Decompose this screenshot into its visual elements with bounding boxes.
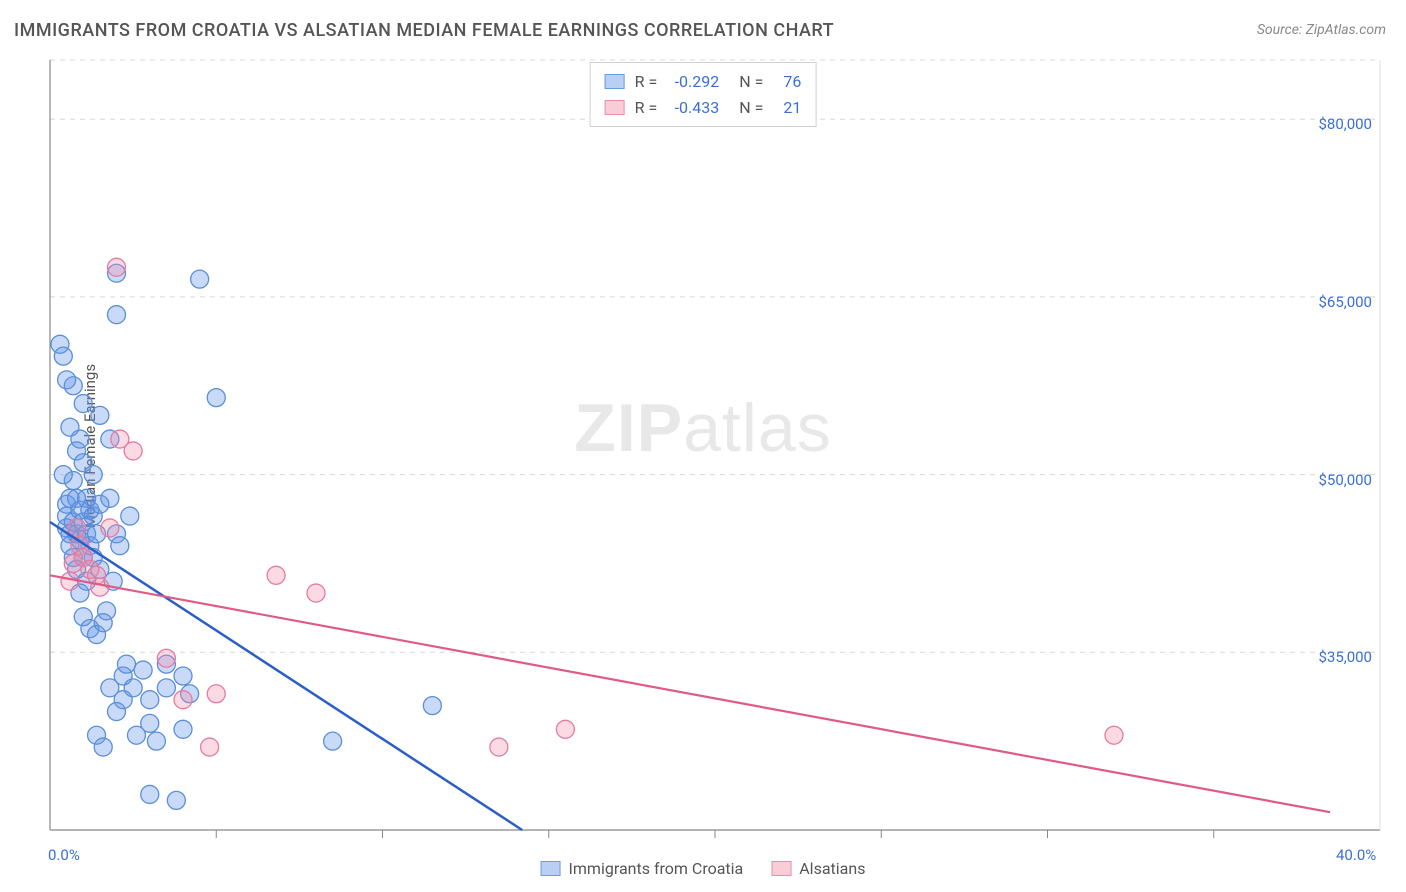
scatter-chart	[0, 0, 1406, 892]
y-tick-label: $35,000	[1318, 648, 1372, 666]
legend-swatch	[605, 100, 625, 115]
x-tick-label: 0.0%	[48, 846, 80, 864]
stat-n-label: N =	[739, 95, 763, 121]
stat-r-label: R =	[635, 69, 658, 95]
legend-swatch	[771, 861, 791, 876]
stat-n-value: 21	[773, 95, 801, 121]
stat-r-value: -0.292	[667, 69, 719, 95]
legend-swatch	[605, 74, 625, 89]
stat-r-value: -0.433	[667, 95, 719, 121]
stat-n-label: N =	[739, 69, 763, 95]
stat-r-label: R =	[635, 95, 658, 121]
legend-stats-box: R = -0.292 N = 76 R = -0.433 N = 21	[590, 62, 817, 127]
x-tick-label: 40.0%	[1336, 846, 1376, 864]
y-tick-label: $50,000	[1318, 471, 1372, 489]
legend-item: Immigrants from Croatia	[541, 859, 744, 878]
legend-swatch	[541, 861, 561, 876]
legend-series: Immigrants from Croatia Alsatians	[541, 859, 866, 878]
legend-stat-row: R = -0.292 N = 76	[605, 69, 802, 95]
y-tick-label: $80,000	[1318, 115, 1372, 133]
legend-label: Alsatians	[799, 859, 865, 878]
legend-stat-row: R = -0.433 N = 21	[605, 95, 802, 121]
y-tick-label: $65,000	[1318, 293, 1372, 311]
stat-n-value: 76	[773, 69, 801, 95]
legend-label: Immigrants from Croatia	[569, 859, 744, 878]
legend-item: Alsatians	[771, 859, 865, 878]
